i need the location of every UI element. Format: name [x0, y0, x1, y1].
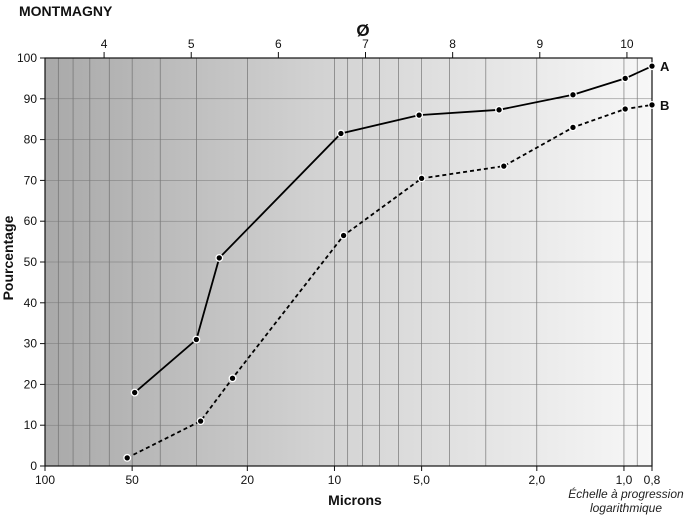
chart-title: MONTMAGNY: [19, 3, 113, 19]
top-axis-ticks: 4 5 6 7 8 9 10: [101, 37, 634, 58]
series-a-point: [621, 74, 630, 83]
y-tick-label: 70: [24, 173, 38, 187]
data-series: AB: [123, 59, 670, 462]
top-tick-label: 7: [362, 37, 369, 51]
top-tick-label: 9: [536, 37, 543, 51]
grid-lines: [45, 58, 652, 466]
series-b-point: [196, 417, 205, 426]
series-a-point: [215, 253, 224, 262]
series-b-point: [569, 123, 577, 132]
y-tick-label: 0: [30, 459, 37, 473]
y-tick-label: 40: [24, 296, 38, 310]
x-tick-label: 100: [35, 473, 55, 487]
top-axis-label: Ø: [356, 21, 369, 40]
x-axis-label: Microns: [328, 492, 382, 508]
y-tick-label: 50: [24, 255, 38, 269]
series-a-point: [192, 335, 201, 344]
y-tick-label: 60: [24, 214, 38, 228]
top-tick-label: 5: [188, 37, 195, 51]
series-b-point: [228, 374, 237, 383]
series-a-point: [415, 111, 424, 120]
x-axis: 100 50 20 10 5,0 2,0 1,0 0,8: [35, 466, 661, 487]
top-tick-label: 10: [620, 37, 634, 51]
top-tick-label: 4: [101, 37, 108, 51]
series-b-point: [417, 174, 426, 183]
x-tick-label: 2,0: [528, 473, 545, 487]
scale-note-line1: Échelle à progression: [568, 486, 684, 501]
series-a-point: [495, 105, 504, 114]
y-tick-label: 90: [24, 92, 38, 106]
top-tick-label: 8: [449, 37, 456, 51]
scale-note-line2: logarithmique: [590, 501, 662, 515]
y-tick-label: 10: [24, 418, 38, 432]
y-tick-label: 30: [24, 337, 38, 351]
series-a-point: [569, 90, 577, 99]
x-tick-label: 5,0: [413, 473, 430, 487]
top-tick-label: 6: [275, 37, 282, 51]
y-tick-label: 80: [24, 133, 38, 147]
series-b-point: [499, 162, 508, 171]
series-b-point: [339, 231, 348, 240]
y-tick-label: 100: [17, 51, 37, 65]
series-a-point: [336, 129, 345, 138]
series-b-point: [621, 105, 630, 113]
y-axis-label: Pourcentage: [0, 215, 16, 300]
x-tick-label: 0,8: [644, 473, 661, 487]
x-tick-label: 50: [125, 473, 139, 487]
series-a-point: [648, 62, 656, 71]
series-a-label: A: [660, 59, 670, 74]
y-tick-label: 20: [24, 377, 38, 391]
x-tick-label: 10: [328, 473, 342, 487]
y-axis: 0 10 20 30 40 50 60 70 80 90 100: [17, 51, 45, 473]
series-b-label: B: [660, 98, 669, 113]
series-b-point: [648, 100, 656, 109]
series-a-point: [130, 388, 139, 397]
series-b-point: [123, 453, 132, 462]
plot-frame: [44, 57, 653, 467]
x-tick-label: 1,0: [616, 473, 633, 487]
x-tick-label: 20: [241, 473, 255, 487]
